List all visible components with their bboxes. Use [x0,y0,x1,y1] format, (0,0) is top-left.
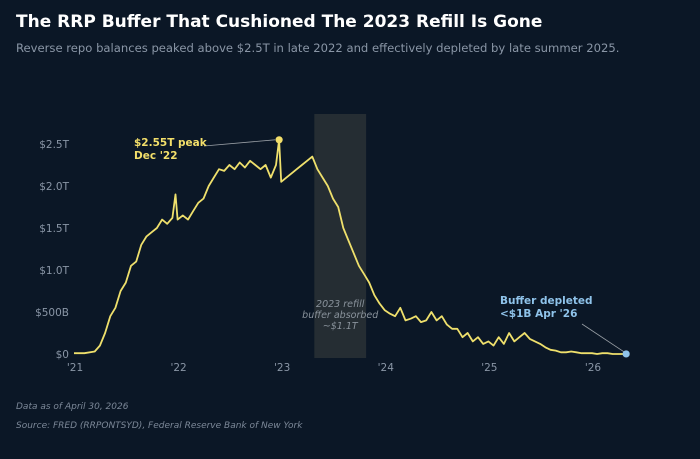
depleted-marker [622,350,630,358]
y-tick-label-5: $2.5T [39,139,69,151]
x-tick-label-3: '24 [378,362,395,374]
peak-marker [275,136,283,144]
x-tick-label-1: '22 [170,362,186,374]
x-tick-label-0: '21 [67,362,83,374]
y-tick-label-4: $2.0T [39,181,69,193]
y-tick-label-2: $1.0T [39,265,69,277]
chart-title: The RRP Buffer That Cushioned The 2023 R… [16,12,543,32]
depleted-leader-line [581,323,625,353]
x-tick-label-5: '26 [585,362,602,374]
refill-absorbed-label: 2023 refill buffer absorbed ~$1.1T [302,299,379,332]
chart-subtitle: Reverse repo balances peaked above $2.5T… [16,41,620,55]
peak-leader-line [203,139,276,147]
data-date-note: Data as of April 30, 2026 [16,402,129,412]
x-tick-label-4: '25 [481,362,497,374]
source-note: Source: FRED (RRPONTSYD), Federal Reserv… [16,421,303,431]
refill-shaded-region [314,114,367,358]
y-tick-label-3: $1.5T [39,223,69,235]
peak-annotation-label: $2.55T peak Dec '22 [134,137,208,162]
y-tick-label-0: $0 [56,349,69,361]
x-tick-label-2: '23 [274,362,290,374]
depleted-annotation-label: Buffer depleted <$1B Apr '26 [500,295,592,320]
y-tick-label-1: $500B [35,307,69,319]
rrp-balance-line [74,138,627,355]
